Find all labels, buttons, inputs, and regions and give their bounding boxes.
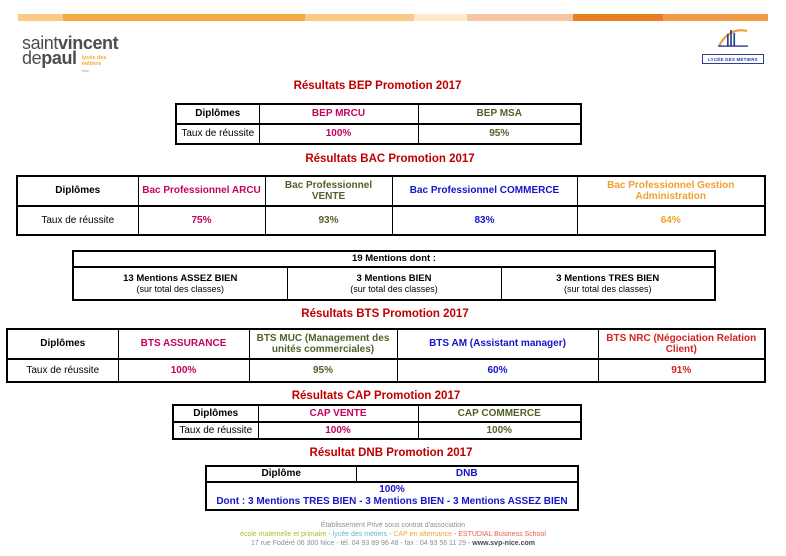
- footer: Établissement Privé sous contrat d'assoc…: [0, 521, 786, 548]
- bep-diplomes-header: Diplômes: [175, 103, 260, 125]
- bac-gestion-administration-rate: 64%: [576, 205, 766, 236]
- bac-diplomes-header: Diplômes: [16, 175, 139, 207]
- cap-results-table: Diplômes CAP VENTE CAP COMMERCE Taux de …: [172, 404, 582, 440]
- footer-lycee: lycée des métiers: [332, 531, 388, 538]
- top-bar-segment: [414, 14, 467, 21]
- bac-col-vente: Bac Professionnel VENTE: [264, 175, 393, 207]
- mentions-table: 19 Mentions dont : 13 Mentions ASSEZ BIE…: [72, 250, 717, 301]
- dnb-title: Résultat DNB Promotion 2017: [309, 447, 473, 459]
- footer-cap: CAP en alternance: [393, 531, 453, 538]
- top-bar-segment: [63, 14, 305, 21]
- bac-col-commerce: Bac Professionnel COMMERCE: [391, 175, 578, 207]
- bep-row-label: Taux de réussite: [175, 123, 260, 145]
- bep-title: Résultats BEP Promotion 2017: [293, 80, 462, 92]
- school-logo: saintvincent depaul lycée des métiers ni…: [22, 33, 119, 73]
- bac-col-arcu: Bac Professionnel ARCU: [137, 175, 266, 207]
- footer-website-link[interactable]: www.svp-nice.com: [472, 540, 536, 547]
- bac-title: Résultats BAC Promotion 2017: [305, 153, 475, 165]
- bep-mrcu-rate: 100%: [258, 123, 419, 145]
- bts-results-table: Diplômes BTS ASSURANCE BTS MUC (Manageme…: [6, 328, 766, 383]
- footer-ecole: école maternelle et primaire: [240, 531, 327, 538]
- bts-title: Résultats BTS Promotion 2017: [301, 308, 469, 320]
- bep-results-table: Diplômes BEP MRCU BEP MSA Taux de réussi…: [175, 103, 582, 145]
- dnb-rate: 100%: [379, 483, 405, 495]
- bac-arcu-rate: 75%: [137, 205, 266, 236]
- bts-assurance-rate: 100%: [117, 358, 250, 383]
- bts-col-assurance: BTS ASSURANCE: [117, 328, 250, 360]
- logo-tagline: lycée des métiers nice: [81, 55, 107, 73]
- bac-row-label: Taux de réussite: [16, 205, 139, 236]
- logo-wordmark-line2: depaul: [22, 48, 77, 68]
- top-bar-segment: [305, 14, 414, 21]
- lycee-badge: LYCÉE DES MÉTIERS: [702, 26, 764, 64]
- mentions-header: 19 Mentions dont :: [72, 250, 716, 268]
- cap-commerce-rate: 100%: [417, 421, 582, 440]
- bts-row-label: Taux de réussite: [6, 358, 119, 383]
- dnb-diplome-header: Diplôme: [205, 465, 357, 483]
- badge-monument-icon: [718, 29, 748, 47]
- footer-line1: Établissement Privé sous contrat d'assoc…: [320, 522, 466, 529]
- bac-results-table: Diplômes Bac Professionnel ARCU Bac Prof…: [16, 175, 766, 236]
- top-bar: [18, 14, 768, 21]
- cap-title: Résultats CAP Promotion 2017: [291, 390, 461, 402]
- top-bar-segment: [467, 14, 573, 21]
- top-bar-segment: [573, 14, 663, 21]
- mentions-assez-bien-cell: 13 Mentions ASSEZ BIEN (sur total des cl…: [72, 266, 288, 301]
- cap-row-label: Taux de réussite: [172, 421, 259, 440]
- logo-wordmark-line1: saintvincent: [22, 33, 119, 53]
- cap-col-commerce: CAP COMMERCE: [417, 404, 582, 423]
- bts-col-muc: BTS MUC (Management des unités commercia…: [248, 328, 398, 360]
- bep-col-msa: BEP MSA: [417, 103, 582, 125]
- cap-vente-rate: 100%: [257, 421, 419, 440]
- bep-col-mrcu: BEP MRCU: [258, 103, 419, 125]
- bts-muc-rate: 95%: [248, 358, 398, 383]
- footer-line3: 17 rue Fodéré 06 300 Nice - tél. 04 93 8…: [0, 539, 786, 548]
- bts-nrc-rate: 91%: [597, 358, 766, 383]
- logo-city: nice: [81, 68, 89, 73]
- bac-col-gestion-administration: Bac Professionnel Gestion Administration: [576, 175, 766, 207]
- dnb-col-dnb: DNB: [355, 465, 579, 483]
- footer-line2: école maternelle et primaire - lycée des…: [240, 531, 546, 538]
- bts-col-nrc: BTS NRC (Négociation Relation Client): [597, 328, 766, 360]
- bts-col-am: BTS AM (Assistant manager): [396, 328, 599, 360]
- cap-diplomes-header: Diplômes: [172, 404, 259, 423]
- mentions-bien-cell: 3 Mentions BIEN (sur total des classes): [286, 266, 502, 301]
- bep-msa-rate: 95%: [417, 123, 582, 145]
- footer-address: 17 rue Fodéré 06 300 Nice - tél. 04 93 8…: [250, 540, 473, 547]
- dnb-mentions: Dont : 3 Mentions TRES BIEN - 3 Mentions…: [216, 495, 568, 507]
- dnb-result-cell: 100% Dont : 3 Mentions TRES BIEN - 3 Men…: [205, 481, 579, 510]
- top-bar-segment: [663, 14, 768, 21]
- top-bar-segment: [18, 14, 63, 21]
- footer-estudial: ESTUDIAL Business School: [458, 531, 546, 538]
- bac-commerce-rate: 83%: [391, 205, 578, 236]
- bac-vente-rate: 93%: [264, 205, 393, 236]
- bts-am-rate: 60%: [396, 358, 599, 383]
- cap-col-vente: CAP VENTE: [257, 404, 419, 423]
- bts-diplomes-header: Diplômes: [6, 328, 119, 360]
- dnb-results-table: Diplôme DNB 100% Dont : 3 Mentions TRES …: [205, 465, 579, 511]
- mentions-tres-bien-cell: 3 Mentions TRES BIEN (sur total des clas…: [500, 266, 716, 301]
- badge-label: LYCÉE DES MÉTIERS: [702, 54, 764, 64]
